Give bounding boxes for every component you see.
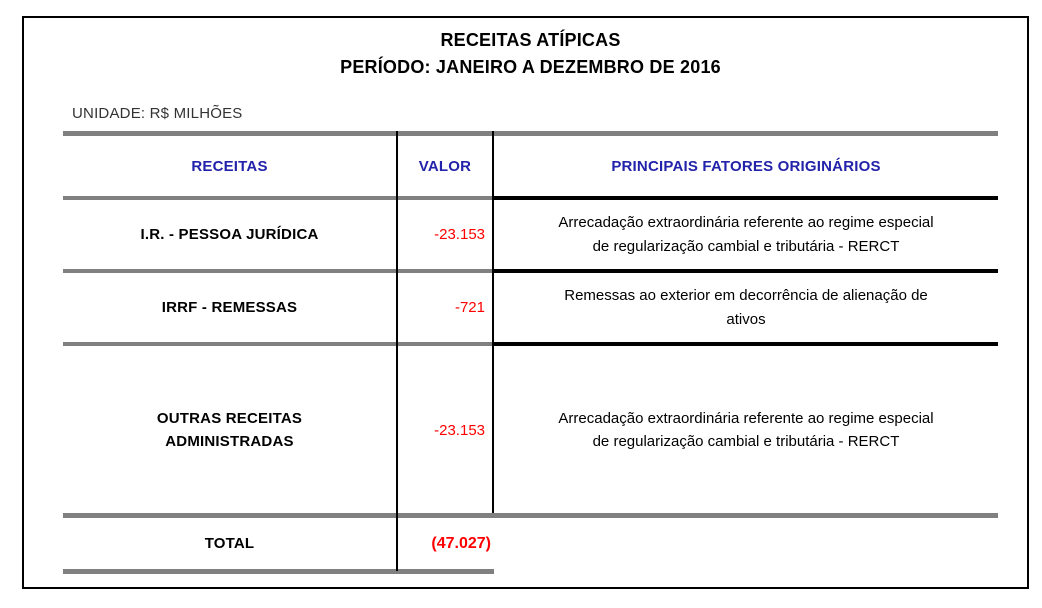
header-bottom-rule-left	[63, 196, 492, 200]
header-valor: VALOR	[418, 157, 472, 175]
row1-valor: -23.153	[434, 226, 485, 243]
row2-valor: -721	[454, 299, 485, 316]
row3-fator: Arrecadação extraordinária referente ao …	[558, 409, 934, 450]
column-divider-receitas-valor	[396, 131, 398, 571]
total-top-rule	[63, 513, 998, 518]
row2-receita-label: IRRF - REMESSAS	[161, 298, 298, 316]
row1-bottom-rule-left	[63, 269, 492, 273]
row1-fator: Arrecadação extraordinária referente ao …	[558, 214, 934, 255]
header-bottom-rule-right	[492, 196, 998, 200]
report-title: RECEITAS ATÍPICAS PERÍODO: JANEIRO A DEZ…	[63, 27, 998, 81]
total-label: TOTAL	[204, 534, 255, 552]
total-valor: (47.027)	[431, 534, 491, 552]
row3-valor: -23.153	[434, 421, 485, 439]
row1-bottom-rule-right	[492, 269, 998, 273]
total-bottom-rule	[63, 569, 494, 574]
row2-bottom-rule-right	[492, 342, 998, 346]
row2-fator: Remessas ao exterior em decorrência de a…	[564, 287, 928, 328]
header-receitas: RECEITAS	[191, 157, 268, 175]
row2-bottom-rule-left	[63, 342, 492, 346]
row1-receita-label: I.R. - PESSOA JURÍDICA	[140, 225, 319, 243]
row3-receita-label: OUTRAS RECEITAS ADMINISTRADAS	[156, 409, 303, 450]
report-title-line2: PERÍODO: JANEIRO A DEZEMBRO DE 2016	[340, 57, 721, 77]
header-fatores: PRINCIPAIS FATORES ORIGINÁRIOS	[611, 157, 881, 175]
page-border	[22, 16, 1029, 589]
report-title-line1: RECEITAS ATÍPICAS	[440, 30, 621, 50]
column-divider-valor-fatores	[492, 131, 494, 513]
table-top-rule	[63, 131, 998, 136]
unit-label: UNIDADE: R$ MILHÕES	[72, 105, 243, 122]
